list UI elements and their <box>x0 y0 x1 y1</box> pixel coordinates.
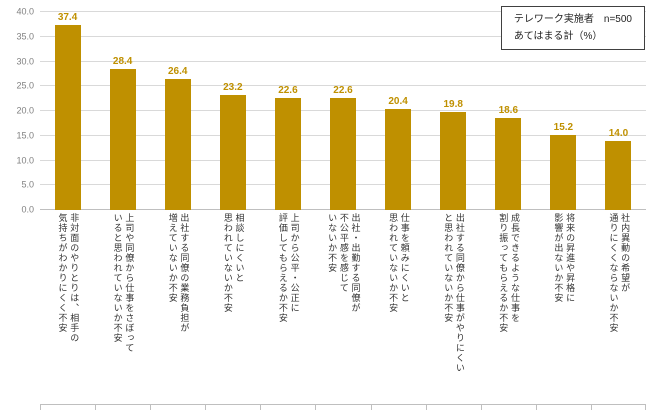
bars-row: 37.4 28.4 26.4 23.2 22.6 22.6 20.4 19.8 18.6 15.2… <box>40 12 646 210</box>
x-axis-tick <box>95 405 97 410</box>
bar <box>109 69 136 210</box>
bar <box>219 95 246 210</box>
legend-line-1: テレワーク実施者 n=500 <box>513 14 632 25</box>
bar-value-label: 26.4 <box>168 66 188 78</box>
legend-box: テレワーク実施者 n=500 あてはまる計（%） <box>500 6 645 50</box>
category-label: 社内異動の希望が 通りにくくならないか不安 <box>608 213 631 333</box>
y-axis-tick-label: 0.0 <box>21 204 34 215</box>
legend-line-2: あてはまる計（%） <box>513 31 603 42</box>
category-label: 出社する同僚から仕事がやりにくい と思われていないか不安 <box>443 213 465 373</box>
bar <box>385 109 412 210</box>
y-axis-tick-label: 40.0 <box>16 6 34 17</box>
y-axis-tick-label: 15.0 <box>16 130 34 141</box>
bar <box>330 98 357 210</box>
bar-group: 26.4 <box>150 12 205 210</box>
y-axis-tick-label: 5.0 <box>21 179 34 190</box>
bar-group: 18.6 <box>481 12 536 210</box>
category-label: 出社する同僚の業務負担が 増えていないか不安 <box>167 213 190 333</box>
gridline <box>40 60 646 62</box>
bar-group: 19.8 <box>426 12 481 210</box>
bar-value-label: 18.6 <box>498 104 519 116</box>
bar-group: 22.6 <box>260 12 315 210</box>
y-axis-tick-label: 30.0 <box>16 56 34 66</box>
bar-group: 28.4 <box>95 12 150 210</box>
bar-value-label: 37.4 <box>57 11 78 23</box>
y-axis: 0.0 5.0 10.0 15.0 20.0 25.0 30.0 35.0 40.0 <box>0 7 34 214</box>
y-axis-tick-label: 10.0 <box>16 155 34 165</box>
gridline <box>40 85 646 87</box>
bar-value-label: 20.4 <box>388 96 408 108</box>
bar <box>54 24 81 210</box>
bar-value-label: 19.8 <box>443 99 463 110</box>
x-axis-tick <box>645 405 646 410</box>
y-axis-tick-label: 35.0 <box>16 31 34 42</box>
bar-group: 23.2 <box>205 12 260 210</box>
x-axis-tick <box>590 405 592 410</box>
bar <box>550 134 577 210</box>
x-axis-tick <box>370 405 372 410</box>
x-axis-tick <box>535 405 537 410</box>
y-axis-tick-label: 20.0 <box>16 105 34 116</box>
bar <box>164 79 191 210</box>
category-label: 非対面のやりとりは、相手の 気持ちがわかりにくく不安 <box>57 213 80 343</box>
bar <box>440 112 467 210</box>
bar <box>274 98 301 210</box>
y-axis-tick-label: 25.0 <box>16 80 34 91</box>
category-label: 仕事を頼みにくいと 思われていないか不安 <box>388 213 410 313</box>
x-axis-tick <box>205 405 207 410</box>
bar-group: 37.4 <box>40 12 95 210</box>
bar-group: 15.2 <box>536 12 591 210</box>
labels-row: 非対面のやりとりは、相手の 気持ちがわかりにくく不安 上司や同僚から仕事をさぼって… <box>40 213 646 403</box>
x-axis-tick <box>150 405 152 410</box>
bar-value-label: 28.4 <box>112 56 133 68</box>
category-label: 成長できるような仕事を 割り振ってもらえるか不安 <box>498 213 520 333</box>
category-label: 上司から公平・公正に 評価してもらえるか不安 <box>277 213 300 323</box>
bar-value-label: 22.6 <box>278 85 298 97</box>
x-axis-tick <box>315 405 317 410</box>
x-axis-tick <box>260 405 262 410</box>
bar <box>495 117 522 210</box>
category-label: 相談しにくいと 思われていないか不安 <box>222 213 245 313</box>
gridline <box>40 35 646 37</box>
category-label: 出社・出勤する同僚が 不公平感を感じて いないか不安 <box>327 213 361 313</box>
bar-value-label: 22.6 <box>333 85 353 97</box>
bar-value-label: 15.2 <box>553 121 574 133</box>
bar-group: 20.4 <box>371 12 426 210</box>
bar-group: 22.6 <box>315 12 370 210</box>
bar-group: 14.0 <box>591 12 646 210</box>
category-label: 将来の昇進や昇格に 影響が出ないか不安 <box>553 213 576 303</box>
x-axis-tick <box>425 405 427 410</box>
plot-area: 37.4 28.4 26.4 23.2 22.6 22.6 20.4 19.8 18.6 15.2… <box>40 11 646 210</box>
bar <box>605 140 632 210</box>
bar-value-label: 23.2 <box>223 82 243 94</box>
category-label: 上司や同僚から仕事をさぼって いると思われていないか不安 <box>112 213 135 353</box>
x-axis-tick <box>480 405 482 410</box>
gridline <box>40 11 646 12</box>
x-axis-line <box>40 404 646 411</box>
x-axis-tick <box>40 405 41 410</box>
bar-value-label: 14.0 <box>608 127 629 139</box>
